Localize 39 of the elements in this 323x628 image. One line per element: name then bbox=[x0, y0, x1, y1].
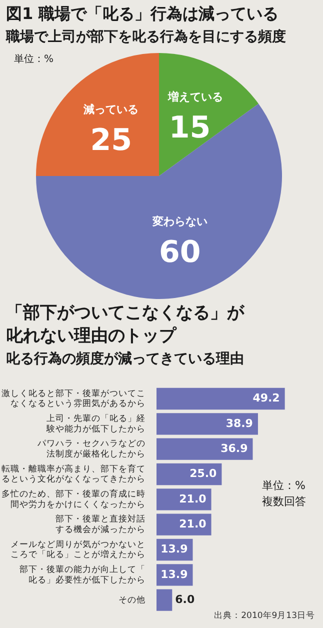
slice-label: 減っている bbox=[82, 103, 139, 116]
data-label: 38.9 bbox=[226, 416, 253, 430]
annotation: 複数回答 bbox=[262, 494, 306, 509]
chart-title: 「部下がついてこなくなる」が叱れない理由のトップ bbox=[6, 302, 246, 348]
bar bbox=[156, 438, 253, 460]
y-tick-label: 上司・先輩の「叱る」経験や能力が低下したから bbox=[46, 412, 146, 434]
data-label: 15 bbox=[168, 110, 211, 146]
data-label: 21.0 bbox=[179, 492, 207, 506]
y-tick-label: 激しく叱ると部下・後輩がついてこなくなるという雰囲気があるから bbox=[2, 388, 146, 410]
annotation: 単位：% bbox=[262, 478, 306, 493]
bar bbox=[156, 413, 258, 435]
data-label: 6.0 bbox=[175, 592, 195, 606]
y-tick-label: 多忙のため、部下・後輩の育成に時間や労力をかけにくくなったから bbox=[2, 488, 146, 510]
bar bbox=[156, 488, 212, 510]
data-label: 60 bbox=[159, 235, 201, 270]
y-tick-label: その他 bbox=[118, 594, 146, 606]
chart-title: 図1 職場で「叱る」行為は減っている bbox=[6, 4, 279, 25]
data-label: 36.9 bbox=[220, 442, 248, 455]
data-label: 13.9 bbox=[160, 568, 188, 581]
slice-label: 増えている bbox=[167, 90, 224, 104]
data-label: 25 bbox=[90, 122, 132, 158]
y-tick-label: パワハラ・セクハラなどの法制度が厳格化したから bbox=[36, 439, 146, 460]
y-tick-label: 転職・離職率が高まり、部下を育てるという文化がなくなってきたから bbox=[2, 463, 146, 485]
y-tick-label: 部下・後輩の能力が向上して「叱る」必要性が低下したから bbox=[20, 564, 146, 586]
slice-label: 変わらない bbox=[151, 215, 208, 228]
bar bbox=[156, 463, 222, 486]
y-tick-label: メールなど周りが気がつかないところで「叱る」ことが増えたから bbox=[10, 538, 146, 560]
data-label: 49.2 bbox=[252, 392, 280, 405]
chart-subtitle: 職場で上司が部下を叱る行為を目にする頻度 bbox=[6, 28, 286, 46]
bar bbox=[156, 589, 172, 611]
annotation: 出典：2010年9月13日号 bbox=[214, 610, 315, 622]
data-label: 25.0 bbox=[190, 467, 218, 480]
data-label: 13.9 bbox=[160, 542, 188, 556]
text: 単位：% bbox=[14, 53, 54, 66]
y-tick-label: 部下・後輩と直接対話する機会が減ったから bbox=[56, 514, 146, 535]
chart-subtitle: 叱る行為の頻度が減ってきている理由 bbox=[6, 350, 244, 368]
data-label: 21.0 bbox=[179, 517, 207, 530]
bar bbox=[156, 514, 212, 536]
bar bbox=[156, 388, 285, 410]
